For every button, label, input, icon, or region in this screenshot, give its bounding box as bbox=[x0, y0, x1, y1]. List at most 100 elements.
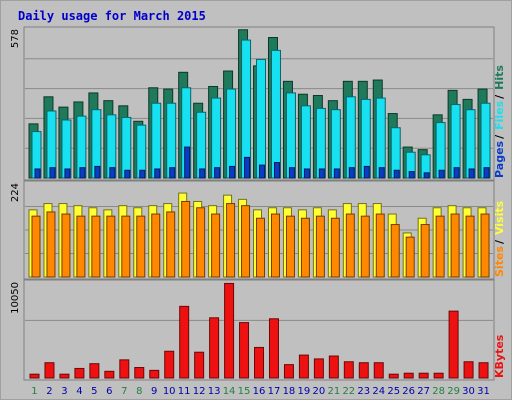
bar-files-day-14 bbox=[226, 88, 237, 179]
bar-pages-day-10 bbox=[169, 167, 176, 179]
x-label-day-8: 8 bbox=[136, 386, 142, 397]
bar-kbytes-day-6 bbox=[104, 370, 115, 379]
x-label-day-29: 29 bbox=[447, 386, 460, 397]
bar-files-day-9 bbox=[151, 102, 162, 179]
bar-kbytes-day-2 bbox=[44, 362, 55, 379]
bar-sites-day-13 bbox=[211, 213, 221, 278]
bar-pages-day-18 bbox=[288, 167, 295, 179]
bar-pages-day-21 bbox=[333, 168, 340, 179]
bar-kbytes-day-25 bbox=[388, 373, 399, 379]
bar-kbytes-day-16 bbox=[254, 346, 265, 379]
bar-pages-day-9 bbox=[154, 168, 161, 179]
x-label-day-2: 2 bbox=[46, 386, 52, 397]
bar-kbytes-day-31 bbox=[478, 362, 489, 379]
bar-pages-day-2 bbox=[49, 167, 56, 179]
bar-sites-day-4 bbox=[76, 215, 86, 278]
bar-kbytes-day-5 bbox=[89, 363, 100, 379]
bar-files-day-17 bbox=[270, 49, 281, 179]
bar-pages-day-20 bbox=[318, 168, 325, 179]
bar-pages-day-27 bbox=[423, 172, 430, 179]
bar-files-day-31 bbox=[480, 102, 491, 179]
x-label-day-6: 6 bbox=[106, 386, 112, 397]
x-label-day-11: 11 bbox=[178, 386, 191, 397]
bar-pages-day-11 bbox=[184, 146, 191, 179]
bar-kbytes-day-14 bbox=[224, 282, 235, 379]
legend-separator: / bbox=[493, 94, 506, 99]
x-label-day-26: 26 bbox=[402, 386, 415, 397]
bar-pages-day-16 bbox=[259, 164, 266, 179]
bar-sites-day-8 bbox=[136, 215, 146, 278]
bar-files-day-22 bbox=[345, 96, 356, 179]
bar-kbytes-day-30 bbox=[463, 361, 474, 379]
bar-files-day-29 bbox=[450, 104, 461, 179]
bar-pages-day-28 bbox=[438, 169, 445, 179]
bar-kbytes-day-24 bbox=[373, 362, 384, 379]
bar-kbytes-day-22 bbox=[343, 361, 354, 379]
x-label-day-14: 14 bbox=[223, 386, 236, 397]
bar-files-day-21 bbox=[330, 109, 341, 179]
panel-visits-sites: 224 Sites / Visits bbox=[10, 180, 506, 280]
bar-sites-day-24 bbox=[375, 213, 385, 278]
bar-pages-day-3 bbox=[64, 168, 71, 179]
bar-pages-day-30 bbox=[468, 168, 475, 179]
bar-sites-day-27 bbox=[420, 224, 430, 278]
bar-pages-day-12 bbox=[199, 168, 206, 179]
bar-files-day-20 bbox=[315, 107, 326, 179]
bar-kbytes-day-18 bbox=[283, 364, 294, 379]
bar-sites-day-30 bbox=[465, 215, 475, 278]
y-max-label: 224 bbox=[10, 183, 21, 202]
bar-files-day-28 bbox=[435, 122, 446, 179]
bar-kbytes-day-3 bbox=[59, 373, 70, 379]
bar-sites-day-29 bbox=[450, 213, 460, 278]
bar-pages-day-31 bbox=[483, 167, 490, 179]
bar-pages-day-5 bbox=[94, 165, 101, 179]
bar-sites-day-10 bbox=[166, 211, 176, 278]
bar-kbytes-day-28 bbox=[433, 372, 444, 379]
bar-sites-day-7 bbox=[121, 215, 131, 278]
bar-sites-day-17 bbox=[270, 213, 280, 278]
x-label-day-3: 3 bbox=[61, 386, 67, 397]
bar-kbytes-day-29 bbox=[448, 310, 459, 379]
x-label-day-18: 18 bbox=[283, 386, 296, 397]
x-label-day-22: 22 bbox=[342, 386, 355, 397]
bar-pages-day-24 bbox=[378, 167, 385, 179]
bar-kbytes-day-15 bbox=[239, 322, 250, 379]
x-label-day-23: 23 bbox=[357, 386, 370, 397]
x-label-day-7: 7 bbox=[121, 386, 127, 397]
bar-pages-day-17 bbox=[273, 162, 280, 179]
bar-pages-day-7 bbox=[124, 169, 131, 179]
bar-files-day-7 bbox=[121, 116, 132, 179]
bar-sites-day-5 bbox=[91, 215, 101, 278]
bar-kbytes-day-26 bbox=[403, 372, 414, 379]
legend-label-pages: Pages bbox=[493, 140, 506, 178]
bar-kbytes-day-12 bbox=[194, 351, 205, 379]
bar-sites-day-16 bbox=[256, 217, 266, 278]
panel-kbytes: 10050 KBytes bbox=[10, 279, 506, 381]
x-label-day-24: 24 bbox=[372, 386, 385, 397]
bar-sites-day-23 bbox=[360, 215, 370, 278]
x-label-day-10: 10 bbox=[163, 386, 176, 397]
bar-pages-day-15 bbox=[244, 156, 251, 179]
x-label-day-25: 25 bbox=[387, 386, 400, 397]
x-label-day-9: 9 bbox=[151, 386, 157, 397]
bar-kbytes-day-17 bbox=[268, 318, 279, 379]
bar-pages-day-23 bbox=[363, 165, 370, 179]
x-label-day-1: 1 bbox=[31, 386, 37, 397]
bar-sites-day-22 bbox=[345, 213, 355, 278]
bar-files-day-12 bbox=[196, 111, 207, 179]
chart-title: Daily usage for March 2015 bbox=[18, 9, 206, 23]
bar-pages-day-29 bbox=[453, 167, 460, 179]
legend-separator: / bbox=[493, 134, 506, 139]
x-label-day-31: 31 bbox=[477, 386, 490, 397]
legend-label-kbytes: KBytes bbox=[493, 334, 506, 378]
x-label-day-21: 21 bbox=[327, 386, 340, 397]
y-max-label: 10050 bbox=[10, 282, 21, 314]
bar-sites-day-6 bbox=[106, 215, 116, 278]
bar-pages-day-13 bbox=[214, 167, 221, 179]
bar-kbytes-day-1 bbox=[29, 373, 40, 379]
bar-sites-day-26 bbox=[405, 236, 415, 278]
bar-kbytes-day-13 bbox=[209, 317, 220, 379]
bar-kbytes-day-11 bbox=[179, 305, 190, 379]
